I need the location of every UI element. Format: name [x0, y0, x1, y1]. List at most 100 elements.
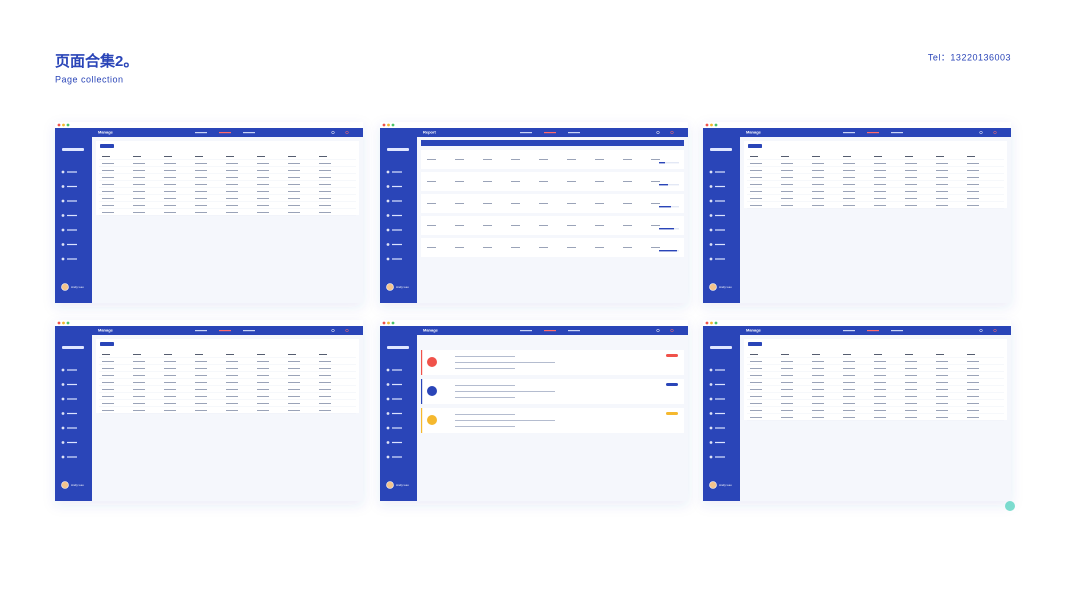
menu-icon [709, 228, 713, 232]
cell [226, 354, 234, 355]
cell [164, 191, 176, 192]
progress [659, 184, 668, 186]
menu-icon [709, 243, 713, 246]
cell [133, 368, 145, 369]
cell [936, 198, 948, 199]
nav-item [520, 330, 532, 332]
sidebar [703, 137, 740, 303]
cell [905, 361, 917, 362]
cell [750, 156, 758, 157]
cell [874, 396, 886, 397]
cell [595, 203, 604, 204]
menu-item [392, 258, 402, 260]
cell [427, 159, 436, 160]
nav-icon [979, 130, 983, 135]
cell [102, 403, 114, 404]
nav-icon [670, 130, 674, 135]
cell [567, 203, 576, 204]
cell [102, 205, 114, 206]
progress [659, 250, 677, 252]
sidebar [703, 335, 740, 501]
cell [812, 389, 824, 390]
page-title: 页面合集2。 [55, 52, 138, 70]
avatar [709, 481, 717, 489]
cell [567, 159, 576, 160]
screen: Manage Andy Lau [55, 320, 363, 501]
menu-icon [709, 214, 713, 217]
app-title: Report [423, 130, 437, 135]
card-line [455, 397, 515, 398]
menu-icon [61, 185, 65, 188]
cell [874, 205, 886, 206]
cell [133, 163, 145, 164]
cell [967, 156, 975, 157]
cell [567, 247, 576, 248]
cell [874, 389, 886, 390]
cell [319, 396, 331, 397]
cell [843, 205, 855, 206]
app-title: Manage [98, 328, 114, 333]
cell [843, 184, 855, 185]
cell [781, 163, 793, 164]
sidebar [55, 335, 92, 501]
cell [967, 396, 979, 397]
cell [781, 354, 789, 355]
cell [967, 170, 979, 171]
card-accent [421, 350, 423, 375]
cell [257, 163, 269, 164]
cell [257, 212, 269, 213]
menu-item [392, 412, 402, 415]
cell [288, 396, 300, 397]
card-icon [427, 386, 437, 396]
cell [623, 247, 632, 248]
cell [195, 382, 207, 383]
window-dot [66, 321, 70, 325]
menu-icon [61, 243, 65, 246]
cell [843, 382, 855, 383]
cell [623, 203, 632, 204]
cell [257, 403, 269, 404]
cell [750, 382, 762, 383]
cell [133, 375, 145, 376]
cell [651, 159, 660, 160]
cell [967, 368, 979, 369]
cell [102, 184, 114, 185]
cell [226, 156, 234, 157]
menu-item [392, 398, 402, 400]
action-button [100, 144, 114, 148]
menu-item [715, 214, 725, 217]
nav-item [243, 132, 255, 134]
card-line [455, 362, 555, 363]
window-dot [714, 321, 718, 325]
cell [226, 361, 238, 362]
sidebar [380, 335, 417, 501]
menu-item [67, 441, 77, 444]
menu-icon [709, 426, 713, 430]
cell [102, 396, 114, 397]
cell [133, 389, 145, 390]
cell [164, 396, 176, 397]
cell [874, 382, 886, 383]
card-line [455, 420, 555, 421]
cell [967, 163, 979, 164]
cell [781, 191, 793, 192]
cell [133, 170, 145, 171]
cell [483, 247, 492, 248]
cell [539, 225, 548, 226]
cell [226, 375, 238, 376]
cell [102, 410, 114, 411]
nav-item [843, 330, 855, 332]
app-title: Manage [746, 328, 762, 333]
screens: Manage Andy Lau Report Andy Lau Manage Andy L… [55, 122, 1011, 501]
cell [427, 247, 436, 248]
cell [133, 361, 145, 362]
report-card [421, 238, 684, 257]
menu-item [67, 171, 77, 173]
nav-item [195, 330, 207, 332]
cell [936, 177, 948, 178]
cell [319, 361, 331, 362]
cell [874, 375, 886, 376]
cell [319, 156, 327, 157]
cell [843, 368, 855, 369]
cell [257, 184, 269, 185]
